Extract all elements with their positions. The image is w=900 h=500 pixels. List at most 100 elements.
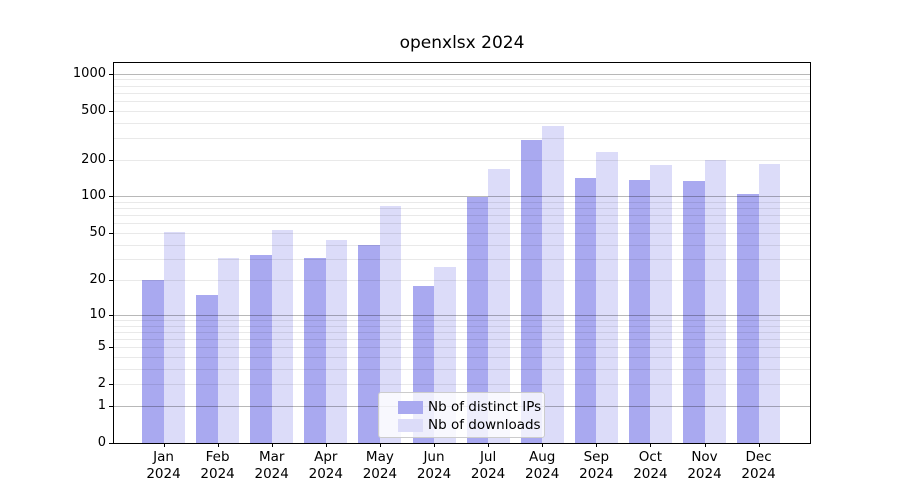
minor-gridline	[114, 319, 810, 321]
minor-gridline	[114, 384, 810, 386]
bar-dec-downloads	[758, 163, 781, 443]
bar-may-distinct-ips	[358, 244, 380, 443]
minor-gridline	[114, 280, 810, 282]
bar-dec-distinct-ips	[737, 193, 759, 443]
minor-gridline	[114, 215, 810, 217]
legend-swatch-downloads	[398, 418, 423, 432]
minor-gridline	[114, 244, 810, 246]
x-tick-month: Sep	[583, 449, 610, 465]
legend: Nb of distinct IPs Nb of downloads	[378, 392, 545, 438]
x-tick-label-apr: Apr 2024	[294, 449, 358, 482]
minor-gridline	[114, 331, 810, 333]
bar-apr-distinct-ips	[304, 257, 326, 443]
bar-sep-downloads	[596, 152, 618, 443]
y-tick-label: 500	[81, 102, 106, 118]
y-tick-mark	[109, 232, 113, 234]
legend-swatch-distinct-ips	[398, 400, 423, 414]
x-tick-mark	[704, 443, 706, 447]
bar-oct-distinct-ips	[628, 179, 651, 443]
y-tick-mark	[109, 159, 113, 161]
x-tick-mark	[488, 443, 490, 447]
minor-gridline	[114, 110, 810, 112]
x-tick-year: 2024	[200, 465, 235, 482]
y-tick-label: 50	[89, 224, 106, 240]
y-tick-label: 1	[97, 397, 106, 413]
x-tick-label-jan: Jan 2024	[132, 449, 196, 482]
y-tick-label: 200	[81, 151, 106, 167]
x-tick-label-aug: Aug 2024	[510, 449, 574, 482]
x-tick-month: Jun	[423, 449, 445, 465]
minor-gridline	[114, 223, 810, 225]
minor-gridline	[114, 137, 810, 139]
x-tick-mark	[379, 443, 381, 447]
bar-jul-downloads	[488, 169, 510, 443]
minor-gridline	[114, 232, 810, 234]
bar-may-downloads	[379, 205, 402, 443]
x-tick-year: 2024	[362, 465, 398, 482]
x-tick-month: Mar	[258, 449, 285, 465]
x-tick-label-feb: Feb 2024	[186, 449, 250, 482]
x-tick-year: 2024	[633, 465, 668, 482]
x-tick-month: Nov	[691, 449, 718, 465]
x-tick-mark	[542, 443, 544, 447]
plot-area: Nb of distinct IPs Nb of downloads	[113, 62, 811, 444]
x-tick-month: Feb	[205, 449, 230, 465]
x-tick-year: 2024	[254, 465, 289, 482]
x-tick-label-nov: Nov 2024	[673, 449, 737, 482]
y-tick-mark	[109, 314, 113, 316]
y-tick-mark	[109, 384, 113, 386]
bar-nov-downloads	[704, 160, 726, 443]
bar-feb-downloads	[217, 257, 240, 443]
y-tick-label: 5	[97, 339, 106, 355]
chart-title: openxlsx 2024	[399, 33, 525, 53]
y-tick-label: 0	[97, 435, 106, 450]
bar-jan-distinct-ips	[142, 280, 164, 443]
y-tick-label: 20	[89, 272, 106, 288]
major-gridline	[114, 73, 810, 75]
x-tick-mark	[217, 443, 219, 447]
y-tick-mark	[109, 280, 113, 282]
x-tick-label-dec: Dec 2024	[727, 449, 791, 482]
legend-label-distinct-ips: Nb of distinct IPs	[428, 399, 542, 415]
minor-gridline	[114, 79, 810, 81]
x-tick-mark	[758, 443, 760, 447]
bar-nov-distinct-ips	[683, 181, 705, 443]
y-tick-label: 2	[97, 376, 106, 392]
minor-gridline	[114, 259, 810, 261]
x-tick-year: 2024	[146, 465, 181, 482]
x-tick-label-oct: Oct 2024	[618, 449, 682, 482]
bar-oct-downloads	[650, 165, 672, 443]
x-tick-mark	[163, 443, 165, 447]
y-tick-label: 100	[81, 188, 106, 204]
x-tick-month: Jan	[153, 449, 174, 465]
major-gridline	[114, 314, 810, 316]
bar-jul-distinct-ips	[466, 196, 489, 443]
minor-gridline	[114, 325, 810, 327]
x-tick-label-sep: Sep 2024	[564, 449, 628, 482]
minor-gridline	[114, 368, 810, 370]
x-tick-year: 2024	[579, 465, 614, 482]
minor-gridline	[114, 201, 810, 203]
legend-label-downloads: Nb of downloads	[428, 417, 541, 433]
major-gridline	[114, 196, 810, 198]
y-tick-label: 10	[89, 306, 106, 322]
x-tick-year: 2024	[416, 465, 452, 482]
minor-gridline	[114, 92, 810, 94]
minor-gridline	[114, 208, 810, 209]
x-tick-mark	[325, 443, 327, 447]
x-tick-year: 2024	[308, 465, 343, 482]
x-tick-mark	[434, 443, 435, 447]
bar-jan-downloads	[163, 231, 185, 443]
bar-aug-distinct-ips	[520, 140, 543, 443]
x-tick-label-jul: Jul 2024	[456, 449, 520, 482]
x-tick-month: Apr	[314, 449, 338, 465]
minor-gridline	[114, 85, 810, 87]
x-tick-mark	[650, 443, 652, 447]
x-tick-year: 2024	[470, 465, 506, 482]
bar-aug-downloads	[542, 125, 564, 443]
x-tick-year: 2024	[687, 465, 722, 482]
x-tick-year: 2024	[525, 465, 560, 482]
y-tick-mark	[109, 347, 113, 349]
minor-gridline	[114, 347, 810, 349]
x-tick-label-jun: Jun 2024	[402, 449, 466, 482]
